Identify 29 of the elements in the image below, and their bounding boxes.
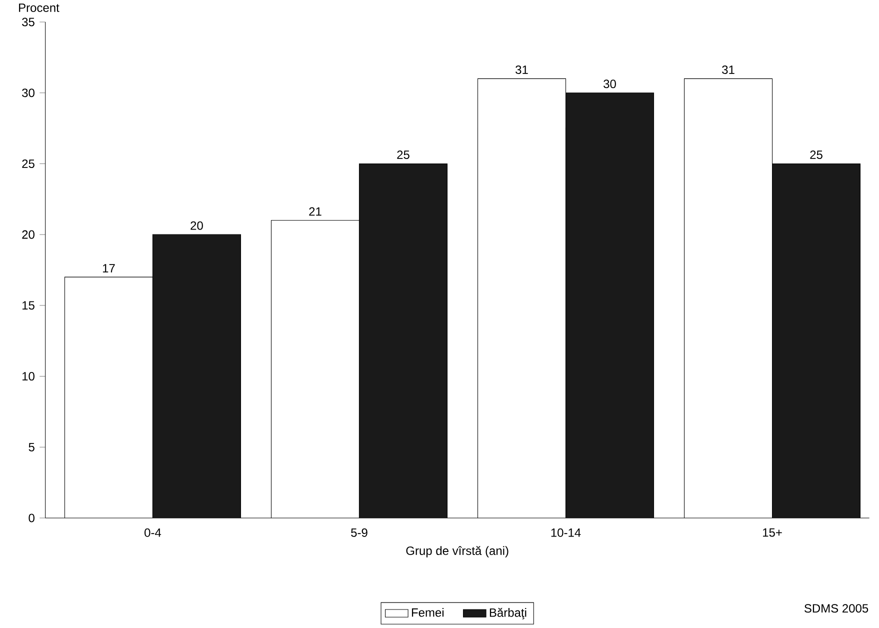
data-label: 25	[397, 150, 410, 160]
legend-label: Femei	[412, 608, 444, 617]
y-tick-label: 30	[22, 88, 34, 98]
data-label: 20	[190, 221, 203, 230]
x-tick-label: 10-14	[551, 528, 581, 537]
data-label: 17	[102, 264, 115, 272]
x-tick-label: 5-9	[351, 528, 368, 537]
y-tick-label: 35	[22, 18, 34, 26]
bar	[152, 234, 241, 518]
data-label: 31	[516, 65, 528, 74]
y-axis-title: Procent	[19, 4, 60, 12]
text: SDMS 2005	[804, 604, 868, 613]
y-tick-label: 15	[22, 301, 34, 310]
y-tick-label: 25	[22, 159, 34, 168]
y-tick-label: 0	[28, 514, 34, 522]
bar	[772, 163, 861, 518]
legend-label: Bărbaţi	[490, 608, 526, 620]
bar	[566, 92, 654, 518]
x-axis-title: Grup de vîrstă (ani)	[406, 546, 508, 558]
data-label: 30	[604, 80, 616, 88]
y-tick-label: 10	[22, 372, 34, 381]
data-label: 31	[722, 65, 734, 74]
y-tick-label: 20	[22, 230, 34, 239]
data-label: 21	[309, 207, 322, 216]
y-tick-label: 5	[28, 442, 34, 452]
bar	[359, 164, 448, 518]
x-tick-label: 0-4	[144, 528, 162, 537]
x-tick-label: 15+	[763, 528, 782, 537]
data-label: 25	[810, 150, 822, 160]
